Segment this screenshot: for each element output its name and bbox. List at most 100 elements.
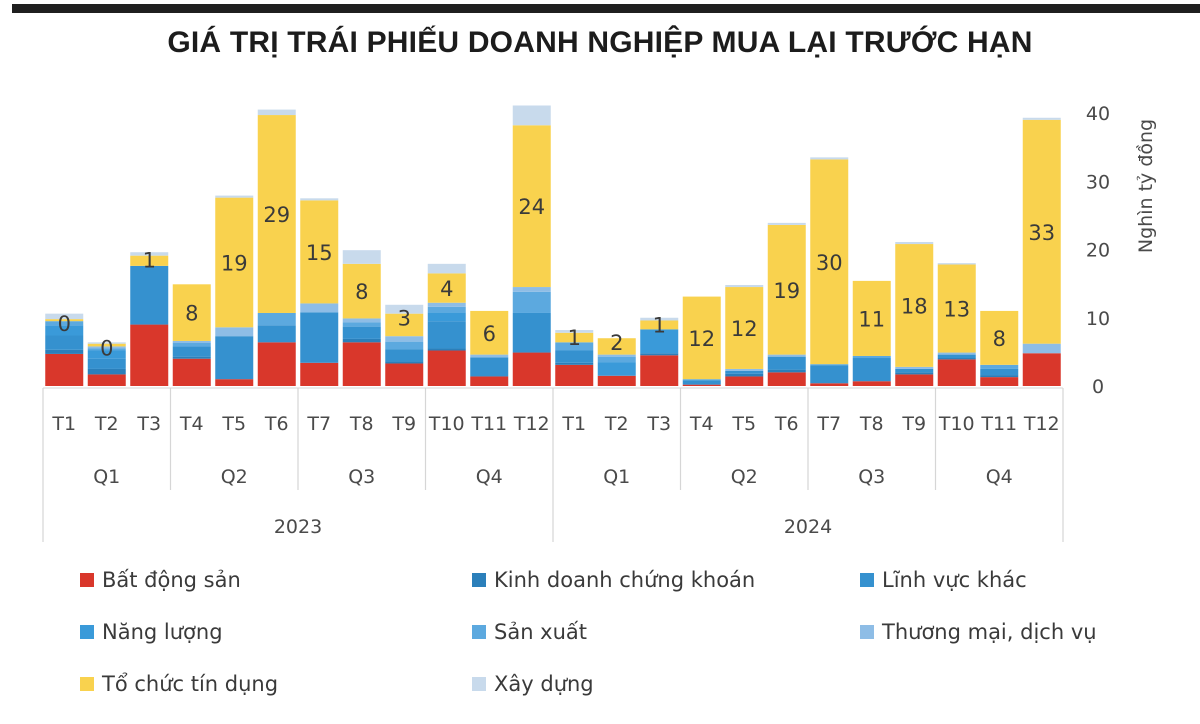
y-tick-label: 10 [1086,308,1110,330]
bar-segment-kinh-doanh-chung-khoan [45,349,84,354]
legend-swatch [80,677,94,691]
chart-title: GIÁ TRỊ TRÁI PHIẾU DOANH NGHIỆP MUA LẠI … [167,26,1033,59]
data-label: 3 [398,307,411,331]
bar-segment-san-xuat [45,321,84,326]
legend-swatch [860,573,874,587]
bar-segment-san-xuat [980,364,1019,369]
bar-segment-xay-dung [1022,117,1061,120]
bar-segment-linh-vuc-khac [810,365,849,384]
x-tick-label-quarter: Q4 [476,466,503,488]
x-tick-label-quarter: Q2 [731,466,758,488]
bar-segment-to-chuc-tin-dung [385,313,424,337]
bar-segment-xay-dung [45,313,84,320]
bar-segment-xay-dung [257,109,296,116]
data-label: 33 [1028,221,1055,245]
bar-segment-linh-vuc-khac [427,321,466,349]
data-label: 0 [58,312,71,336]
x-tick-label-month: T6 [264,413,289,435]
bar-segment-thuong-mai-dich-vu [937,352,976,355]
bar-segment-to-chuc-tin-dung [555,332,594,343]
x-tick-label-month: T10 [428,413,465,435]
bar-segment-bat-dong-san [172,358,211,386]
data-label: 24 [518,195,545,219]
x-tick-label-quarter: Q2 [221,466,248,488]
bar-segment-linh-vuc-khac [45,335,84,350]
bar-segment-bat-dong-san [640,355,679,386]
bar-segment-san-xuat [597,356,636,363]
bar-segment-kinh-doanh-chung-khoan [767,369,806,373]
bar-segment-nang-luong [427,312,466,322]
legend-item-nang-luong[interactable]: Năng lượng [80,620,223,644]
bar-segment-bat-dong-san [45,353,84,386]
bar-segment-thuong-mai-dich-vu [767,354,806,357]
x-tick-label-year: 2023 [274,516,322,538]
bar-segment-bat-dong-san [342,342,381,386]
x-tick-label-month: T2 [94,413,119,435]
bar-segment-to-chuc-tin-dung [597,338,636,355]
legend-swatch [80,573,94,587]
bar-segment-kinh-doanh-chung-khoan [427,348,466,351]
bar-segment-to-chuc-tin-dung [980,310,1019,365]
x-tick-label-month: T4 [179,413,204,435]
bar-segment-to-chuc-tin-dung [300,200,339,304]
legend-item-xay-dung[interactable]: Xây dựng [472,672,594,696]
x-tick-label-month: T9 [391,413,416,435]
bar-segment-bat-dong-san [385,363,424,386]
bar-segment-san-xuat [385,341,424,350]
legend-label: Sản xuất [494,620,588,644]
bar-segment-to-chuc-tin-dung [342,263,381,319]
legend-item-kinh-doanh-chung-khoan[interactable]: Kinh doanh chứng khoán [472,568,755,592]
bar-segment-to-chuc-tin-dung [640,320,679,330]
bar-segment-to-chuc-tin-dung [895,244,934,367]
bar-segment-san-xuat [512,291,551,313]
x-tick-label-month: T9 [901,413,926,435]
bar-segment-bat-dong-san [87,374,126,386]
bar-segment-linh-vuc-khac [555,350,594,363]
bar-segment-san-xuat [257,312,296,326]
bar-segment-bat-dong-san [852,381,891,386]
x-tick-label-month: T5 [731,413,756,435]
legend-item-san-xuat[interactable]: Sản xuất [472,620,587,644]
bar-segment-to-chuc-tin-dung [130,255,169,266]
x-tick-label-month: T1 [51,413,76,435]
bar-segment-kinh-doanh-chung-khoan [980,375,1019,378]
bar-segment-thuong-mai-dich-vu [1022,343,1061,354]
bar-segment-bat-dong-san [597,375,636,386]
bar-segment-to-chuc-tin-dung [215,197,254,328]
bar-segment-linh-vuc-khac [385,349,424,362]
legend-item-bat-dong-san[interactable]: Bất động sản [80,568,241,592]
bar-segment-xay-dung [427,263,466,274]
x-tick-label-month: T11 [470,413,507,435]
x-tick-label-quarter: Q3 [348,466,375,488]
bar-segment-xay-dung [767,222,806,225]
bar-segment-xay-dung [512,105,551,126]
bar-segment-linh-vuc-khac [682,380,721,385]
bar-segment-to-chuc-tin-dung [852,280,891,356]
bar-segment-xay-dung [555,330,594,333]
legend-item-to-chuc-tin-dung[interactable]: Tổ chức tín dụng [80,672,278,696]
bar-segment-to-chuc-tin-dung [512,125,551,288]
bar-segment-thuong-mai-dich-vu [215,327,254,337]
x-tick-label-month: T2 [604,413,629,435]
bar-segment-xay-dung [385,304,424,314]
bar-segment-bat-dong-san [725,376,764,386]
bar-segment-thuong-mai-dich-vu [725,368,764,371]
bar-segment-bat-dong-san [130,324,169,386]
bar-segment-bat-dong-san [427,350,466,386]
legend-item-thuong-mai-dich-vu[interactable]: Thương mại, dịch vụ [860,620,1097,644]
bar-segment-nang-luong [597,362,636,376]
bar-segment-to-chuc-tin-dung [725,287,764,369]
data-label: 4 [440,277,453,301]
bar-segment-thuong-mai-dich-vu [470,354,509,358]
bar-segment-bat-dong-san [767,372,806,386]
bar-segment-kinh-doanh-chung-khoan [640,353,679,356]
bar-segment-san-xuat [852,355,891,359]
bar-segment-kinh-doanh-chung-khoan [87,368,126,375]
legend-item-linh-vuc-khac[interactable]: Lĩnh vực khác [860,568,1027,592]
x-tick-label-month: T6 [774,413,799,435]
bar-segment-bat-dong-san [215,379,254,386]
data-label: 2 [610,331,623,355]
bar-segment-bat-dong-san [980,377,1019,386]
